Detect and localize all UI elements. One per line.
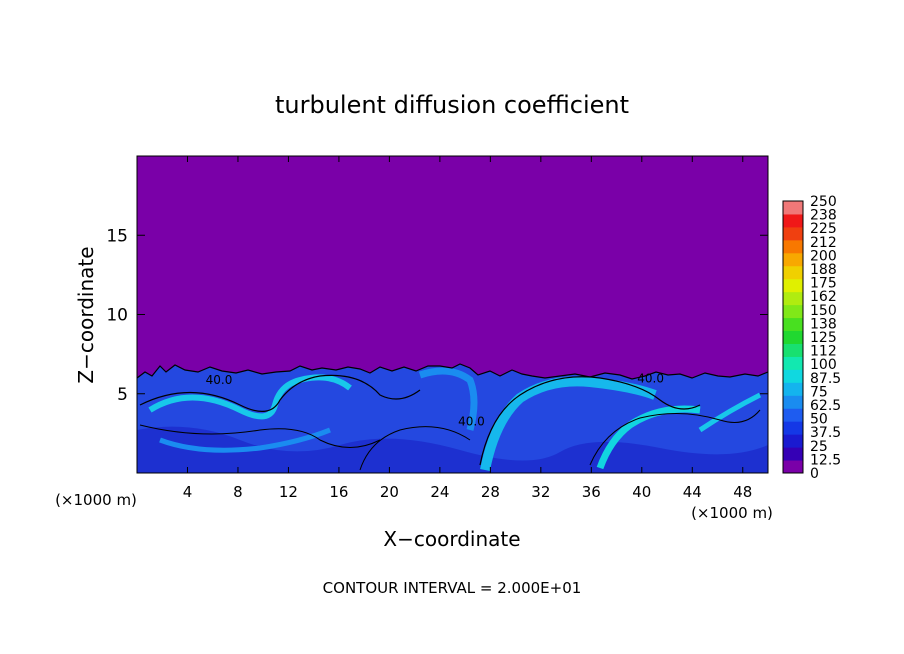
x-tick-label: 8 xyxy=(233,483,243,501)
colorbar-swatch xyxy=(783,291,803,306)
colorbar-level-label: 112 xyxy=(810,344,837,360)
x-tick-label: 12 xyxy=(279,483,298,501)
colorbar-swatch xyxy=(783,356,803,370)
colorbar-level-label: 138 xyxy=(810,316,837,332)
colorbar: 012.52537.55062.57587.510011212513815016… xyxy=(782,194,841,482)
contour-line-4 xyxy=(589,409,761,466)
x-tick-label: 16 xyxy=(329,483,348,501)
colorbar-swatch xyxy=(783,343,803,357)
colorbar-level-label: 150 xyxy=(810,303,837,319)
colorbar-level-label: 62.5 xyxy=(810,398,841,414)
colorbar-level-label: 250 xyxy=(810,194,837,210)
chart-title: turbulent diffusion coefficient xyxy=(275,91,629,119)
x-axis-label: X−coordinate xyxy=(383,527,520,551)
contour-interval-note: CONTOUR INTERVAL = 2.000E+01 xyxy=(323,579,582,597)
eddy-structure-3 xyxy=(596,405,701,470)
colorbar-level-label: 37.5 xyxy=(810,425,841,441)
colorbar-level-label: 0 xyxy=(810,466,819,482)
colorbar-swatch xyxy=(783,460,803,474)
colorbar-swatch xyxy=(783,369,803,383)
x-tick-label: 32 xyxy=(531,483,550,501)
contour-label: 40.0 xyxy=(206,373,233,387)
colorbar-swatch xyxy=(783,395,803,409)
x-axis: 4 8 12 16 20 24 28 32 36 40 44 48 xyxy=(183,156,752,501)
eddy-structure-5 xyxy=(159,427,331,453)
colorbar-swatch xyxy=(783,201,803,215)
contour-line-1 xyxy=(139,374,421,412)
colorbar-swatch xyxy=(783,252,803,267)
y-tick-label: 15 xyxy=(106,226,128,246)
colorbar-swatch xyxy=(783,408,803,422)
colorbar-level-label: 75 xyxy=(810,384,828,400)
lower-layer-dark-band xyxy=(137,426,768,473)
colorbar-level-label: 100 xyxy=(810,357,837,373)
colorbar-level-label: 238 xyxy=(810,208,837,224)
colorbar-level-label: 225 xyxy=(810,221,837,237)
plot-area: 40.0 40.0 40.0 xyxy=(137,156,768,473)
colorbar-swatch xyxy=(783,382,803,396)
eddy-structure-6 xyxy=(698,392,762,433)
colorbar-swatch xyxy=(783,421,803,435)
colorbar-level-label: 212 xyxy=(810,235,837,251)
x-tick-label: 24 xyxy=(430,483,449,501)
y-axis-label: Z−coordinate xyxy=(74,246,98,383)
contour-label: 40.0 xyxy=(458,414,485,428)
colorbar-level-label: 162 xyxy=(810,289,837,305)
colorbar-level-label: 200 xyxy=(810,248,837,264)
colorbar-level-label: 87.5 xyxy=(810,371,841,387)
colorbar-level-label: 25 xyxy=(810,439,828,455)
contour-line-5 xyxy=(359,426,471,471)
colorbar-swatch xyxy=(783,317,803,332)
x-tick-label: 40 xyxy=(632,483,651,501)
colorbar-level-label: 50 xyxy=(810,412,828,428)
colorbar-swatch xyxy=(783,278,803,293)
x-tick-label: 4 xyxy=(183,483,193,501)
eddy-structure-2 xyxy=(480,376,657,471)
x-tick-label: 44 xyxy=(683,483,702,501)
colorbar-swatch xyxy=(783,239,803,254)
colorbar-swatch xyxy=(783,265,803,280)
colorbar-swatch xyxy=(783,226,803,241)
colorbar-level-label: 175 xyxy=(810,276,837,292)
y-axis: 5 10 15 xyxy=(106,226,768,405)
contour-line-3 xyxy=(139,424,381,448)
colorbar-swatch xyxy=(783,304,803,319)
contour-label: 40.0 xyxy=(637,372,664,386)
y-tick-label: 10 xyxy=(106,306,128,326)
colorbar-frame xyxy=(782,200,804,474)
x-tick-label: 48 xyxy=(733,483,752,501)
contour-labels: 40.0 40.0 40.0 xyxy=(206,372,664,429)
eddy-structure-4 xyxy=(418,367,478,431)
contour-line-2 xyxy=(479,376,701,466)
colorbar-level-label: 188 xyxy=(810,262,837,278)
colorbar-swatch xyxy=(783,213,803,228)
colorbar-swatch xyxy=(783,434,803,448)
x-tick-label: 36 xyxy=(582,483,601,501)
x-tick-label: 28 xyxy=(481,483,500,501)
colorbar-level-label: 12.5 xyxy=(810,452,841,468)
colorbar-swatch xyxy=(783,330,803,344)
layer-top-contour xyxy=(137,363,768,380)
colorbar-swatch xyxy=(783,447,803,461)
x-unit-label-right: (×1000 m) xyxy=(691,504,773,522)
x-unit-label-left: (×1000 m) xyxy=(55,491,137,509)
colorbar-level-label: 125 xyxy=(810,330,837,346)
x-tick-label: 20 xyxy=(380,483,399,501)
y-tick-label: 5 xyxy=(117,385,128,405)
